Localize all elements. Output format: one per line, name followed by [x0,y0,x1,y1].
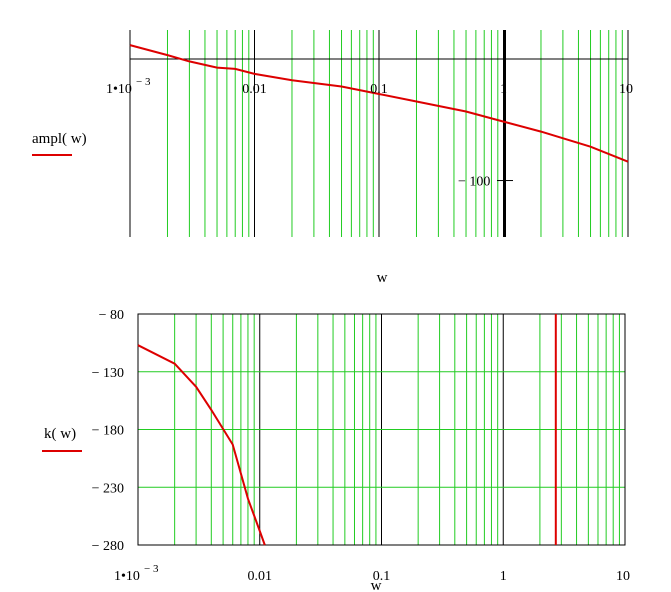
series-line [137,344,266,546]
x-tick-label: 0.01 [242,82,267,97]
plot-frame [137,313,626,546]
y-axis-label: k( w) [44,426,76,442]
y-axis-label: ampl( w) [32,131,87,147]
x-tick-exponent: − 3 [144,563,159,575]
x-tick-label: 1•10 [106,82,132,97]
y-tick-label: − 80 [99,308,124,323]
x-tick-label: 1 [500,569,507,584]
x-tick-label: 1 [500,82,507,97]
x-tick-label: 0.1 [373,569,391,584]
x-tick-label: 1•10 [114,569,140,584]
x-tick-label: 0.1 [370,82,388,97]
y-tick-label: − 230 [92,481,124,496]
x-axis-label: w [377,270,388,286]
x-tick-label: 10 [616,569,630,584]
y-tick-label: − 180 [92,424,124,439]
y-tick-label: − 130 [92,366,124,381]
x-tick-exponent: − 3 [136,76,151,88]
y-tick-label: − 280 [92,539,124,554]
x-axis-label: w [371,578,382,592]
y-tick-label: − 100 [458,175,490,190]
series-line [129,44,629,163]
x-tick-label: 0.01 [248,569,273,584]
x-tick-label: 10 [619,82,633,97]
